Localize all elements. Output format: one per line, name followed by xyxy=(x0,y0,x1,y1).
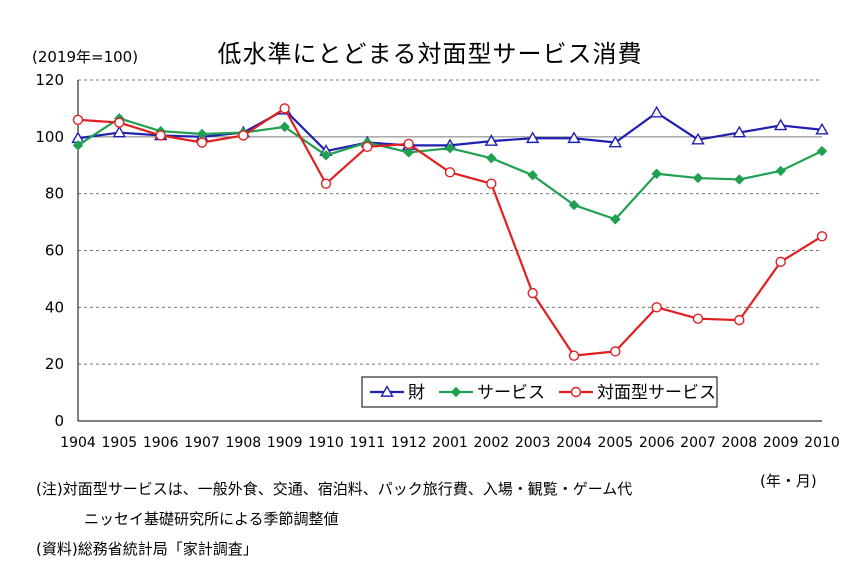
footnote-source: (資料)総務省統計局「家計調査」 xyxy=(36,540,258,558)
x-tick-label: 2002 xyxy=(474,435,510,451)
data-point xyxy=(691,132,705,145)
y-tick-label: 80 xyxy=(45,185,64,203)
x-tick-label: 2010 xyxy=(804,435,840,451)
chart-title: 低水準にとどまる対面型サービス消費 xyxy=(217,40,643,68)
footnote-adjustment: ニッセイ基礎研究所による季節調整値 xyxy=(84,510,339,528)
y-tick-label: 0 xyxy=(54,412,64,430)
series-3 xyxy=(72,103,828,361)
x-tick-label: 1910 xyxy=(308,435,344,451)
x-tick-label: 2005 xyxy=(598,435,634,451)
data-point xyxy=(114,117,125,128)
legend-label: 財 xyxy=(408,383,425,403)
series-layer xyxy=(71,102,829,361)
x-tick-label: 1905 xyxy=(102,435,138,451)
data-point xyxy=(403,147,414,158)
data-point xyxy=(775,165,786,177)
data-point xyxy=(444,142,456,154)
data-point xyxy=(484,134,499,146)
data-point xyxy=(692,172,704,184)
axes: 0 20 40 60 80 100 120 1904 1905 1906 1907 1908 1909 1… xyxy=(35,71,839,451)
data-point xyxy=(380,385,394,397)
data-point xyxy=(649,105,664,118)
legend-box xyxy=(361,376,718,408)
data-point xyxy=(816,145,828,157)
x-tick-label: 2009 xyxy=(763,435,799,451)
data-point xyxy=(279,103,290,114)
data-point xyxy=(527,169,538,181)
x-axis-unit-label: (年・月) xyxy=(760,472,817,490)
x-tick-label: 2007 xyxy=(680,435,716,451)
y-tick-label: 40 xyxy=(45,298,64,316)
data-point xyxy=(732,125,747,138)
legend-label: サービス xyxy=(477,383,545,403)
data-point xyxy=(196,137,208,148)
y-tick-label: 60 xyxy=(45,242,64,260)
x-tick-label: 2006 xyxy=(639,435,675,451)
legend-label: 対面型サービス xyxy=(597,383,716,403)
y-axis-unit-label: (2019年=100) xyxy=(32,48,139,66)
data-point xyxy=(773,118,788,131)
y-tick-label: 20 xyxy=(45,355,64,373)
data-point xyxy=(320,150,332,161)
x-tick-label: 1906 xyxy=(143,435,179,451)
data-point xyxy=(486,178,497,189)
data-point xyxy=(567,131,581,144)
data-point xyxy=(238,130,249,141)
x-tick-label: 1908 xyxy=(226,435,262,451)
data-point xyxy=(72,114,84,125)
x-tick-label: 2004 xyxy=(556,435,592,451)
legend: 財 サービス 対面型サービス xyxy=(361,376,718,408)
x-tick-label: 1911 xyxy=(350,435,386,451)
data-point xyxy=(112,125,127,138)
data-point xyxy=(450,386,462,398)
data-point xyxy=(362,141,373,152)
x-tick-label: 2008 xyxy=(722,435,758,451)
x-tick-label: 2001 xyxy=(432,435,468,451)
x-tick-label: 1907 xyxy=(184,435,220,451)
data-point xyxy=(444,167,456,178)
data-point xyxy=(525,131,540,144)
data-point xyxy=(568,199,580,211)
data-point xyxy=(775,256,786,268)
data-point xyxy=(155,130,166,141)
data-point xyxy=(610,214,621,225)
data-point xyxy=(734,314,745,326)
data-point xyxy=(610,346,621,357)
x-tick-label: 1904 xyxy=(60,435,96,451)
x-tick-label: 2003 xyxy=(515,435,551,451)
footnote-definition: (注)対面型サービスは、一般外食、交通、宿泊料、パック旅行費、入場・観覧・ゲーム… xyxy=(36,480,633,498)
y-tick-label: 120 xyxy=(35,71,64,89)
x-tick-label: 1912 xyxy=(391,435,427,451)
data-point xyxy=(486,152,497,164)
data-point xyxy=(734,174,745,185)
data-point xyxy=(816,231,828,242)
x-tick-label: 1909 xyxy=(267,435,303,451)
data-point xyxy=(568,350,580,361)
series-2 xyxy=(72,113,828,225)
grid-lines xyxy=(78,79,822,365)
data-point xyxy=(320,178,332,189)
data-point xyxy=(527,287,538,299)
data-point xyxy=(570,386,582,398)
data-point xyxy=(651,302,662,313)
data-point xyxy=(815,122,829,135)
data-point xyxy=(279,121,290,133)
data-point xyxy=(692,313,704,324)
y-tick-label: 100 xyxy=(35,128,64,146)
data-point xyxy=(72,140,84,151)
data-point xyxy=(651,168,662,179)
data-point xyxy=(608,135,623,148)
data-point xyxy=(403,138,414,150)
